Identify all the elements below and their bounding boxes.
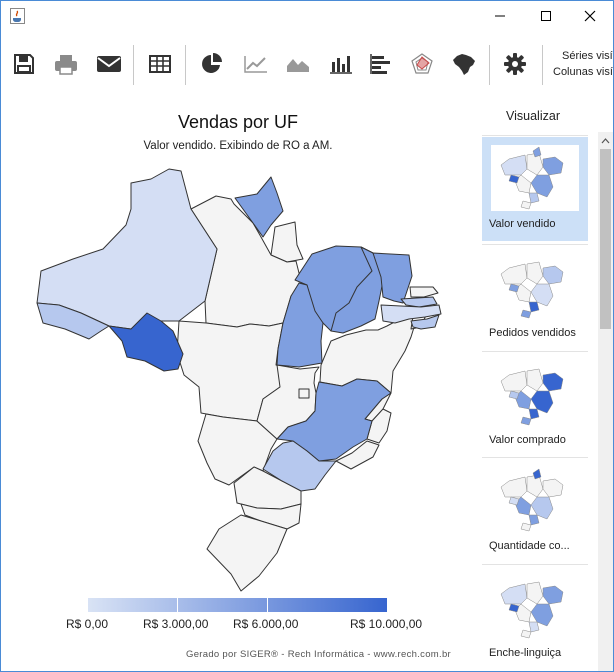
- view-card-label: Enche-linguiça: [489, 647, 562, 659]
- save-button[interactable]: [7, 47, 41, 81]
- map-thumbnail: [491, 254, 579, 320]
- table-icon: [149, 55, 171, 73]
- toolbar-separator: [489, 45, 490, 85]
- state-SC[interactable]: [240, 503, 302, 530]
- card-separator: [482, 351, 588, 352]
- view-card-label: Quantidade co...: [489, 540, 570, 552]
- state-AP[interactable]: [270, 221, 304, 263]
- maximize-button[interactable]: [523, 1, 569, 31]
- toolbar-separator: [185, 45, 186, 85]
- legend-label-max: R$ 10.000,00: [350, 617, 423, 631]
- state-PB[interactable]: [400, 296, 438, 308]
- legend-label-3000: R$ 3.000,00: [143, 617, 209, 631]
- state-AC[interactable]: [36, 302, 110, 340]
- print-icon: [55, 55, 77, 75]
- horizontal-bar-icon: [370, 54, 390, 74]
- state-RO[interactable]: [108, 312, 184, 372]
- radar-chart-icon: [411, 53, 433, 74]
- credit-text: Gerado por SIGER® - Rech Informática - w…: [186, 649, 451, 660]
- columns-visible-label[interactable]: Colunas visív: [553, 66, 614, 78]
- state-DF[interactable]: [298, 388, 310, 399]
- line-chart-icon: [244, 56, 267, 73]
- card-separator: [482, 244, 588, 245]
- brazil-map: [36, 168, 442, 592]
- view-card-label: Pedidos vendidos: [489, 327, 576, 339]
- card-separator: [482, 564, 588, 565]
- legend-divider: [177, 598, 178, 612]
- state-CE[interactable]: [372, 252, 413, 304]
- minimize-icon: [495, 15, 505, 17]
- maximize-icon: [541, 11, 551, 21]
- state-SP[interactable]: [262, 440, 337, 492]
- gear-icon: [504, 53, 526, 75]
- visibility-options[interactable]: Séries visív Colunas visív: [553, 48, 614, 80]
- toolbar-separator: [542, 45, 543, 85]
- legend-gradient-bar: [88, 598, 387, 612]
- toolbar: Séries visív Colunas visív: [1, 39, 613, 97]
- table-button[interactable]: [143, 47, 177, 81]
- chart-area: Vendas por UF Valor vendido. Exibindo de…: [1, 101, 475, 671]
- card-separator: [482, 135, 588, 136]
- bar-chart-button[interactable]: [324, 47, 358, 81]
- scroll-up-icon[interactable]: [598, 133, 613, 148]
- map-thumbnail: [491, 467, 579, 533]
- visualize-title: Visualizar: [506, 109, 560, 123]
- email-button[interactable]: [92, 47, 126, 81]
- state-RS[interactable]: [206, 514, 288, 592]
- email-icon: [97, 56, 121, 72]
- print-button[interactable]: [49, 47, 83, 81]
- state-MG[interactable]: [276, 378, 392, 462]
- chart-title: Vendas por UF: [177, 112, 299, 132]
- view-card-valor-comprado[interactable]: Valor comprado: [482, 353, 588, 457]
- bar-chart-icon: [330, 56, 352, 74]
- state-TO[interactable]: [276, 282, 324, 368]
- view-card-quantidade[interactable]: Quantidade co...: [482, 459, 588, 563]
- brazil-map-icon: [453, 54, 475, 75]
- legend-label-6000: R$ 6.000,00: [233, 617, 299, 631]
- view-card-enche-linguica[interactable]: Enche-linguiça: [482, 566, 588, 670]
- map-thumbnail: [491, 145, 579, 211]
- horizontal-bar-button[interactable]: [364, 47, 398, 81]
- save-icon: [14, 54, 34, 74]
- card-separator: [482, 457, 588, 458]
- state-RN[interactable]: [409, 286, 439, 298]
- visualize-panel: Visualizar Valor vendido: [477, 101, 599, 671]
- map-thumbnail: [491, 574, 579, 640]
- pie-chart-button[interactable]: [195, 47, 229, 81]
- state-AL[interactable]: [410, 314, 440, 330]
- scrollbar-thumb[interactable]: [600, 149, 611, 329]
- minimize-button[interactable]: [477, 1, 523, 31]
- pie-chart-icon: [202, 53, 222, 73]
- area-chart-icon: [287, 59, 309, 72]
- java-app-icon: [10, 8, 25, 24]
- close-button[interactable]: [567, 1, 613, 31]
- view-card-label: Valor vendido: [489, 218, 556, 230]
- view-card-valor-vendido[interactable]: Valor vendido: [482, 137, 588, 241]
- view-card-label: Valor comprado: [489, 434, 566, 446]
- state-RR[interactable]: [234, 176, 284, 238]
- settings-button[interactable]: [498, 47, 532, 81]
- map-chart-button[interactable]: [447, 47, 481, 81]
- map-thumbnail: [491, 361, 579, 427]
- close-icon: [584, 10, 596, 22]
- chart-subtitle: Valor vendido. Exibindo de RO a AM.: [143, 140, 333, 152]
- title-bar: [1, 1, 613, 31]
- legend-label-min: R$ 0,00: [66, 617, 109, 631]
- area-chart-button[interactable]: [281, 47, 315, 81]
- view-card-pedidos-vendidos[interactable]: Pedidos vendidos: [482, 246, 588, 350]
- state-RJ[interactable]: [335, 440, 380, 470]
- radar-chart-button[interactable]: [405, 47, 439, 81]
- series-visible-label[interactable]: Séries visív: [562, 50, 614, 62]
- toolbar-separator: [133, 45, 134, 85]
- state-PE[interactable]: [380, 304, 442, 324]
- legend-divider: [267, 598, 268, 612]
- state-AM[interactable]: [36, 168, 218, 330]
- line-chart-button[interactable]: [239, 47, 273, 81]
